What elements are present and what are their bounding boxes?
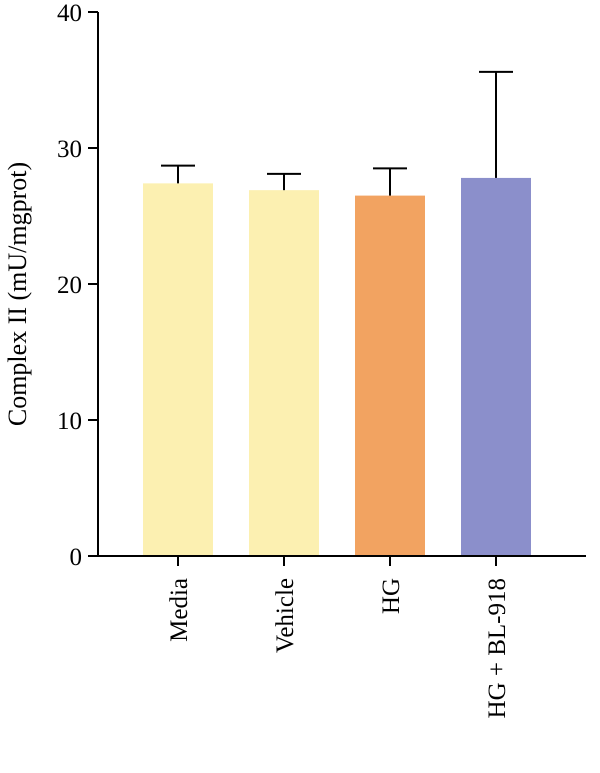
bar-2	[249, 190, 319, 556]
y-tick-label-20: 20	[57, 272, 82, 299]
y-ticks-layer: 0 10 20 30 40	[57, 0, 98, 571]
x-category-label-4: HG + BL-918	[484, 578, 511, 718]
x-category-label-1: Media	[166, 578, 193, 642]
error-bars-layer	[161, 70, 513, 196]
x-category-label-3: HG	[378, 578, 405, 614]
error-bar-2	[267, 172, 301, 191]
error-bar-1	[161, 164, 195, 184]
bar-1	[143, 183, 213, 557]
bar-3	[355, 195, 425, 556]
x-labels-layer: Media Vehicle HG HG + BL-918	[166, 556, 511, 718]
y-tick-label-30: 30	[57, 136, 82, 163]
error-bar-4	[479, 70, 513, 178]
y-tick-label-0: 0	[70, 544, 83, 571]
x-category-label-2: Vehicle	[272, 578, 299, 653]
y-tick-label-10: 10	[57, 408, 82, 435]
bar-4	[461, 177, 531, 557]
bars-layer	[143, 177, 531, 557]
error-bar-3	[373, 167, 407, 196]
y-axis-title: Complex II (mU/mgprot)	[3, 162, 32, 426]
y-tick-label-40: 40	[57, 0, 82, 27]
